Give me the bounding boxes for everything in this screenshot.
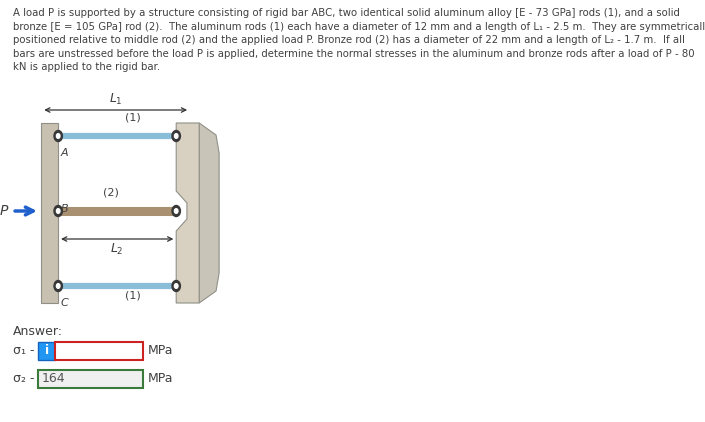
- Text: σ₂ -: σ₂ -: [13, 373, 35, 386]
- FancyBboxPatch shape: [38, 342, 55, 360]
- Text: MPa: MPa: [148, 344, 173, 357]
- Text: 164: 164: [42, 373, 66, 386]
- Bar: [42, 123, 59, 303]
- Circle shape: [56, 284, 60, 288]
- Text: kN is applied to the rigid bar.: kN is applied to the rigid bar.: [13, 62, 160, 72]
- Text: positioned relative to middle rod (2) and the applied load P. Bronze rod (2) has: positioned relative to middle rod (2) an…: [13, 35, 685, 45]
- Text: $L_1$: $L_1$: [109, 92, 123, 107]
- Text: B: B: [61, 204, 68, 214]
- Circle shape: [174, 134, 178, 138]
- Circle shape: [54, 206, 63, 216]
- Text: (2): (2): [103, 187, 119, 197]
- Text: P: P: [0, 204, 8, 218]
- Circle shape: [56, 134, 60, 138]
- Text: σ₁ -: σ₁ -: [13, 344, 35, 357]
- Text: MPa: MPa: [148, 373, 173, 386]
- Circle shape: [54, 281, 63, 292]
- Text: A: A: [61, 148, 68, 158]
- Text: (1): (1): [125, 291, 140, 301]
- Text: C: C: [61, 298, 68, 308]
- Polygon shape: [200, 123, 219, 303]
- Text: i: i: [44, 344, 49, 357]
- Text: bronze [E = 105 GPa] rod (2).  The aluminum rods (1) each have a diameter of 12 : bronze [E = 105 GPa] rod (2). The alumin…: [13, 22, 705, 32]
- Polygon shape: [176, 123, 200, 303]
- Circle shape: [172, 206, 180, 216]
- Circle shape: [172, 281, 180, 292]
- Text: $L_2$: $L_2$: [111, 242, 124, 257]
- FancyBboxPatch shape: [55, 342, 143, 360]
- Circle shape: [54, 130, 63, 141]
- Circle shape: [56, 209, 60, 213]
- Text: bars are unstressed before the load P is applied, determine the normal stresses : bars are unstressed before the load P is…: [13, 49, 694, 59]
- Circle shape: [172, 130, 180, 141]
- FancyBboxPatch shape: [38, 370, 143, 388]
- Circle shape: [174, 209, 178, 213]
- Circle shape: [174, 284, 178, 288]
- Text: Answer:: Answer:: [13, 325, 63, 338]
- Text: A load P is supported by a structure consisting of rigid bar ABC, two identical : A load P is supported by a structure con…: [13, 8, 680, 18]
- Text: (1): (1): [125, 112, 140, 122]
